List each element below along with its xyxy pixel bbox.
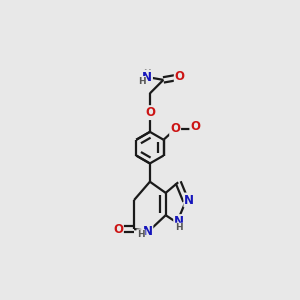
Text: O: O [190, 120, 200, 134]
Text: O: O [145, 106, 155, 119]
Text: O: O [113, 223, 123, 236]
Text: H: H [137, 230, 145, 239]
Text: N: N [184, 194, 194, 206]
Text: H: H [143, 69, 151, 78]
Text: O: O [175, 70, 185, 83]
Text: N: N [142, 70, 152, 83]
Text: N: N [142, 224, 152, 238]
Text: H: H [175, 224, 183, 232]
Text: N: N [174, 215, 184, 228]
Text: O: O [170, 122, 180, 135]
Text: H: H [138, 77, 146, 86]
